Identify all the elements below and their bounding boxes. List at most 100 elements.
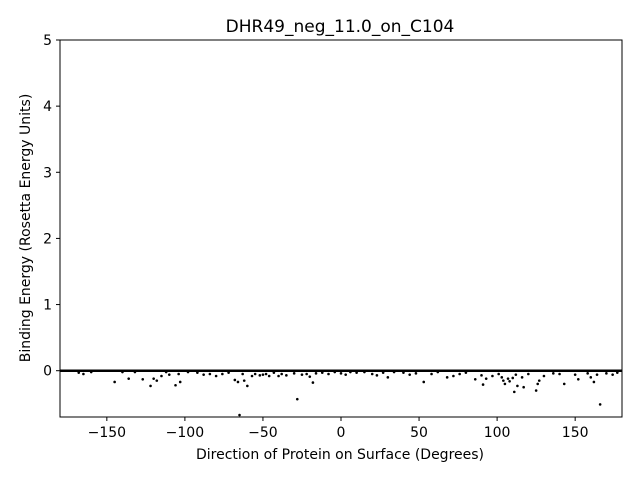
x-tick-label: −50 — [248, 425, 278, 441]
x-tick-label: −150 — [88, 425, 126, 441]
data-point — [155, 379, 159, 382]
data-point — [285, 374, 288, 377]
data-point — [121, 370, 124, 374]
data-point — [595, 373, 599, 376]
data-point — [89, 370, 93, 374]
data-point — [598, 403, 602, 406]
data-point — [253, 372, 257, 376]
data-point — [589, 376, 593, 379]
plot-frame — [59, 39, 623, 418]
data-point — [480, 374, 483, 377]
data-point — [202, 373, 205, 376]
y-tick-label: 1 — [43, 298, 52, 314]
data-point — [452, 374, 455, 378]
data-point — [511, 376, 515, 380]
data-point — [214, 374, 218, 378]
data-point — [277, 374, 280, 378]
data-point — [537, 379, 541, 382]
data-point — [242, 379, 246, 382]
data-point — [241, 372, 244, 376]
data-point — [512, 390, 516, 394]
data-point — [605, 372, 608, 375]
y-axis-ticks: 0 1 2 3 4 5 — [43, 33, 60, 380]
data-point — [300, 373, 304, 376]
data-point — [562, 382, 566, 386]
y-tick-label: 2 — [43, 231, 52, 247]
data-point — [552, 372, 555, 375]
data-point — [458, 372, 461, 376]
data-point — [414, 372, 418, 375]
data-point — [491, 374, 494, 378]
x-tick-label: 50 — [410, 425, 428, 441]
y-tick-label: 0 — [43, 364, 52, 380]
data-point — [481, 383, 485, 386]
data-point — [178, 380, 182, 384]
data-point — [141, 378, 145, 381]
data-point — [227, 371, 230, 374]
data-point — [573, 373, 577, 376]
data-point — [261, 373, 265, 376]
data-point — [522, 385, 525, 389]
x-tick-label: −100 — [166, 425, 204, 441]
data-point — [167, 373, 171, 376]
data-point — [272, 371, 276, 374]
data-point — [386, 376, 390, 379]
data-point — [236, 380, 240, 384]
y-tick-label: 3 — [43, 165, 52, 181]
data-point — [113, 380, 116, 384]
data-point — [381, 371, 385, 374]
data-point — [292, 372, 296, 375]
x-tick-label: 100 — [484, 425, 511, 441]
data-point — [327, 372, 330, 376]
data-point — [177, 372, 180, 376]
data-point — [542, 374, 546, 378]
y-tick-label: 5 — [43, 33, 52, 49]
data-point — [149, 384, 152, 388]
data-point — [208, 372, 212, 376]
data-point — [375, 374, 379, 377]
data-point — [258, 374, 262, 377]
data-point — [436, 370, 440, 374]
data-point — [576, 378, 580, 381]
data-point — [392, 370, 396, 374]
data-point — [500, 376, 504, 379]
data-point — [536, 382, 539, 386]
data-point — [503, 382, 507, 386]
data-point — [186, 370, 190, 374]
x-tick-label: 0 — [337, 425, 346, 441]
data-point — [586, 372, 589, 375]
data-point — [250, 374, 254, 378]
data-point — [464, 371, 468, 374]
data-point — [305, 372, 308, 376]
y-axis-label: Binding Energy (Rosetta Energy Units) — [18, 94, 34, 363]
x-tick-label: 150 — [562, 425, 589, 441]
data-point — [430, 372, 433, 376]
data-point — [616, 371, 619, 374]
data-point — [611, 373, 614, 376]
data-point — [558, 372, 561, 376]
data-point — [174, 383, 177, 387]
data-point — [77, 371, 81, 374]
data-point — [355, 371, 358, 374]
data-point — [473, 378, 477, 381]
data-point — [484, 377, 488, 380]
data-point — [133, 370, 137, 374]
data-point — [516, 384, 519, 388]
data-point — [280, 372, 283, 376]
data-point — [344, 373, 347, 376]
data-point — [267, 374, 271, 378]
data-point — [320, 371, 324, 374]
data-point — [246, 384, 249, 388]
data-point — [308, 375, 312, 378]
data-point — [527, 372, 530, 376]
data-point — [497, 372, 500, 376]
data-point — [514, 373, 518, 376]
data-points — [77, 370, 619, 417]
data-point — [164, 370, 168, 374]
data-point — [445, 376, 449, 379]
data-point — [349, 370, 352, 374]
data-point — [592, 380, 596, 384]
data-point — [408, 373, 411, 376]
